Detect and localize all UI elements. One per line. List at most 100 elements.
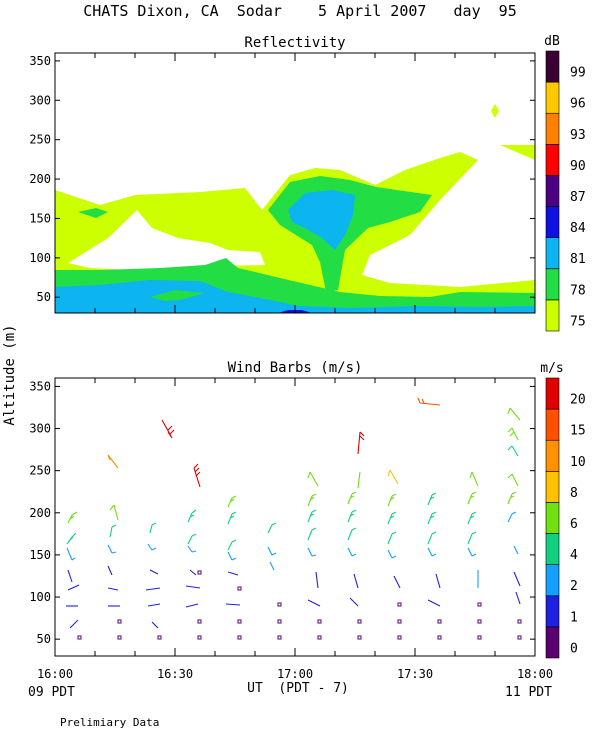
wind-barb bbox=[227, 495, 237, 508]
wind-barb-title: Wind Barbs (m/s) bbox=[228, 360, 363, 376]
calm-marker bbox=[277, 619, 282, 624]
wind-barb bbox=[467, 491, 477, 505]
legend-swatch bbox=[545, 533, 560, 565]
wind-barb bbox=[417, 397, 441, 406]
y-axis-label: Altitude (m) bbox=[2, 324, 18, 425]
legend-swatch bbox=[545, 112, 560, 145]
calm-marker bbox=[237, 635, 242, 640]
legend-swatch bbox=[545, 206, 560, 238]
figure-title: CHATS Dixon, CA Sodar 5 April 2007 day 9… bbox=[83, 2, 516, 20]
wind-barb bbox=[427, 492, 437, 506]
wind-barbs bbox=[66, 397, 522, 640]
legend-label: 81 bbox=[570, 252, 586, 267]
reflectivity-contours bbox=[55, 104, 535, 313]
wind-barb bbox=[227, 511, 237, 525]
wind-barb bbox=[307, 471, 319, 487]
y-tick-label: 250 bbox=[29, 133, 51, 147]
wind-barb bbox=[347, 491, 357, 505]
wind-barb bbox=[357, 431, 365, 455]
legend-swatch bbox=[545, 81, 560, 114]
wind-barb-panel: Wind Barbs (m/s) bbox=[29, 360, 585, 681]
wind-barb bbox=[347, 527, 357, 541]
wind-barb bbox=[145, 587, 161, 591]
wind-barb bbox=[107, 587, 119, 591]
y-tick-label: 150 bbox=[29, 548, 51, 562]
legend-swatch bbox=[545, 377, 560, 410]
y-tick-label: 50 bbox=[37, 632, 51, 646]
wind-barb bbox=[435, 573, 441, 589]
wind-barb bbox=[189, 569, 197, 576]
legend-label: 0 bbox=[570, 641, 578, 656]
wind-barb bbox=[161, 419, 175, 439]
wind-barb bbox=[107, 454, 119, 469]
wind-barb bbox=[149, 569, 159, 575]
contour-78-small bbox=[150, 290, 205, 301]
wind-barb bbox=[387, 549, 397, 559]
wind-barb bbox=[67, 511, 78, 524]
wind-barb bbox=[147, 543, 157, 551]
calm-marker bbox=[237, 619, 242, 624]
legend-swatch bbox=[545, 626, 560, 659]
legend-swatch bbox=[545, 595, 560, 628]
wind-barb bbox=[307, 599, 321, 607]
wind-barb bbox=[225, 603, 241, 606]
y-tick-label: 350 bbox=[29, 379, 51, 393]
wind-barb bbox=[387, 511, 397, 525]
calm-marker bbox=[117, 635, 122, 640]
wind-barb bbox=[507, 427, 519, 441]
calm-marker bbox=[397, 635, 402, 640]
calm-marker bbox=[477, 602, 482, 607]
wind-barb bbox=[357, 471, 361, 489]
wind-barb bbox=[269, 561, 275, 571]
wind-barb bbox=[387, 469, 399, 485]
x-axis-label: UT (PDT - 7) bbox=[247, 681, 349, 696]
legend-label: 84 bbox=[570, 221, 586, 236]
legend-swatch bbox=[545, 237, 560, 270]
wind-barb bbox=[513, 571, 521, 587]
wind-barb-axes: 50 100 150 200 250 300 350 16:00 16:30 17:00 17:30… bbox=[29, 378, 553, 681]
legend-label: 15 bbox=[570, 424, 586, 439]
legend-swatch bbox=[545, 299, 560, 332]
wind-barb bbox=[507, 473, 519, 487]
wind-barb bbox=[507, 445, 519, 457]
wind-barb bbox=[66, 532, 77, 545]
wind-barb bbox=[267, 522, 277, 534]
legend-swatch bbox=[545, 439, 560, 472]
legend-label: 8 bbox=[570, 486, 578, 501]
legend-label: 10 bbox=[570, 455, 586, 470]
wind-barb bbox=[507, 511, 517, 523]
wind-barb bbox=[267, 546, 277, 556]
wind-barb bbox=[307, 527, 317, 541]
wind-barb bbox=[66, 547, 76, 561]
x-tick-label: 16:30 bbox=[157, 667, 193, 681]
barb-column bbox=[107, 454, 122, 640]
calm-marker bbox=[197, 570, 202, 575]
wind-barb bbox=[67, 569, 73, 583]
barb-column bbox=[347, 431, 365, 640]
wind-barb bbox=[393, 575, 401, 589]
barb-column bbox=[507, 407, 522, 640]
x-tick-label: 16:00 bbox=[37, 667, 73, 681]
x-tick-label: 17:30 bbox=[397, 667, 433, 681]
calm-marker bbox=[157, 635, 162, 640]
barb-column bbox=[387, 469, 402, 640]
legend-label: 96 bbox=[570, 97, 586, 112]
reflectivity-legend: 75 78 81 84 87 90 93 96 99 bbox=[545, 50, 586, 332]
wind-barb bbox=[513, 545, 519, 555]
legend-label: 20 bbox=[570, 393, 586, 408]
reflectivity-title: Reflectivity bbox=[244, 35, 345, 51]
calm-marker bbox=[517, 635, 522, 640]
wind-barb bbox=[307, 509, 317, 523]
wind-barb bbox=[109, 524, 117, 538]
legend-swatch bbox=[545, 175, 560, 207]
calm-marker bbox=[317, 619, 322, 624]
wind-barb bbox=[387, 493, 397, 507]
wind-legend: 0 1 2 4 6 8 10 15 20 bbox=[545, 377, 586, 659]
y-tick-label: 350 bbox=[29, 54, 51, 68]
legend-label: 1 bbox=[570, 610, 578, 625]
wind-barb bbox=[187, 509, 197, 523]
calm-marker bbox=[197, 619, 202, 624]
wind-barb bbox=[185, 585, 201, 589]
